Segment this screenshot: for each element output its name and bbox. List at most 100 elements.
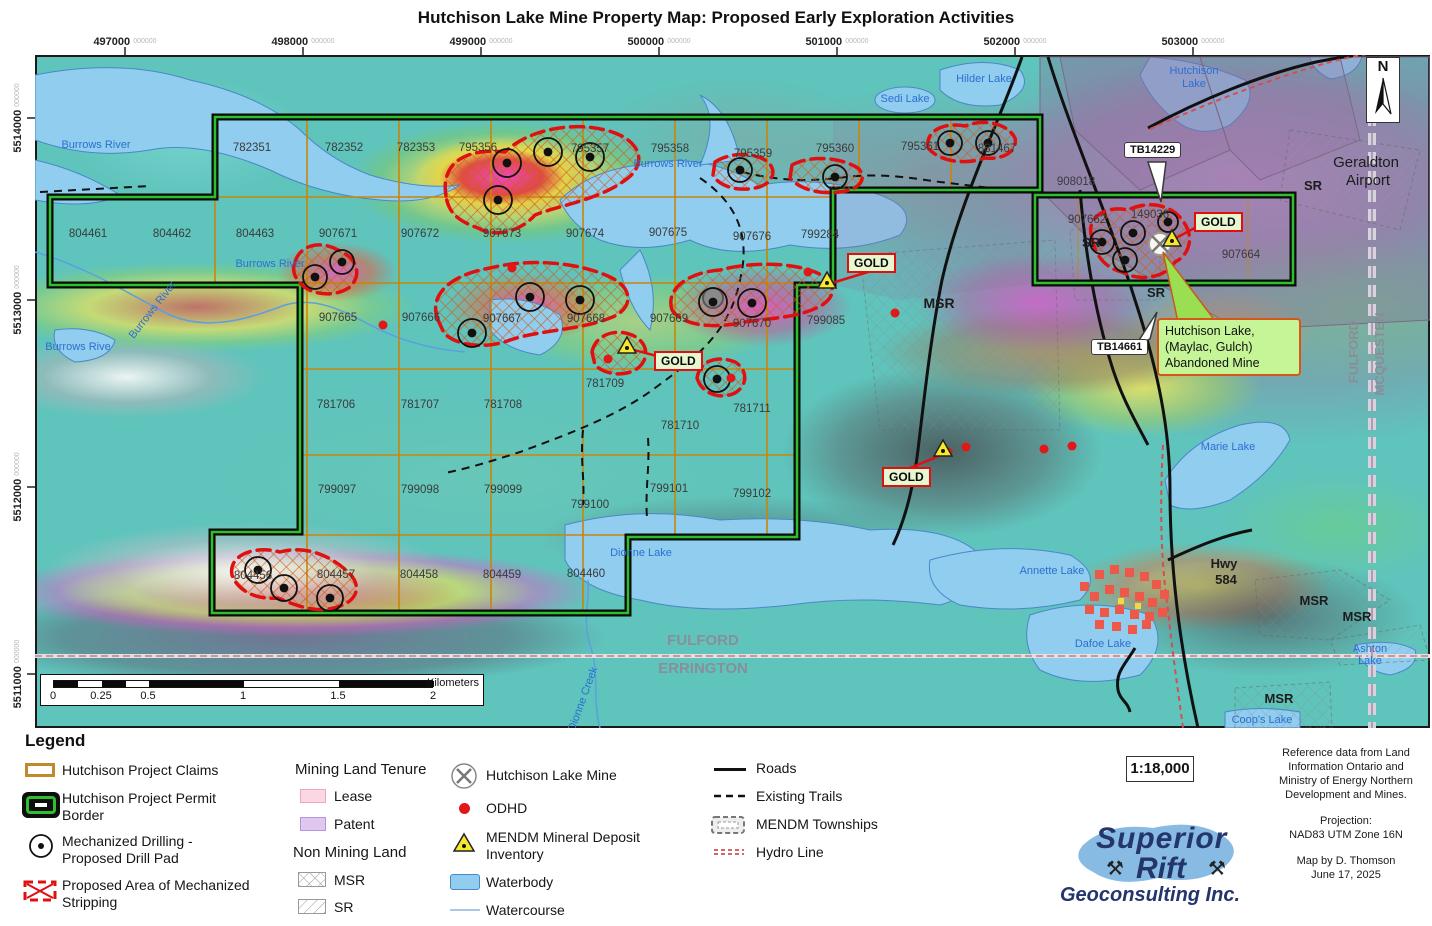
map-label: Dafoe Lake: [1075, 638, 1131, 650]
company-logo: Superior ⚒ Rift ⚒ Geoconsulting Inc.: [1058, 810, 1248, 910]
claim-number: 799101: [650, 483, 688, 495]
north-label: N: [1377, 58, 1389, 75]
top-axis-label: 500000 000000: [627, 36, 691, 48]
map-label: Hilder Lake: [956, 73, 1012, 85]
claim-number: 799284: [801, 229, 840, 241]
gold-label-3: GOLD: [882, 467, 931, 487]
claim-number: 907676: [733, 231, 771, 243]
claim-number: 804463: [236, 228, 274, 240]
claim-number: 907667: [483, 313, 521, 325]
claim-number: 907675: [649, 227, 687, 239]
legend-odhd-label: ODHD: [486, 800, 528, 816]
scale-bar-unit: Kilometers: [427, 677, 479, 689]
left-axis-label: 5514000 000000: [12, 83, 24, 153]
legend-mine-label: Hutchison Lake Mine: [486, 767, 617, 783]
claim-number: 795357: [571, 143, 609, 155]
credits-block: Reference data from Land Information Ont…: [1270, 746, 1422, 894]
top-axis-label: 503000 000000: [1161, 36, 1225, 48]
map-label: Coop's Lake: [1232, 714, 1293, 726]
claim-number: 907665: [319, 312, 357, 324]
scale-tick-label: 0: [49, 690, 57, 702]
legend-hydro-label: Hydro Line: [756, 844, 824, 860]
patent-swatch: [300, 817, 326, 831]
claim-number: 907672: [401, 228, 439, 240]
legend-tenure-header: Mining Land Tenure: [295, 761, 427, 778]
top-axis-label: 498000 000000: [271, 36, 335, 48]
claim-number: 907662: [1068, 214, 1106, 226]
mine-callout-line3: Abandoned Mine: [1165, 356, 1260, 370]
claims-swatch: [25, 763, 55, 777]
gold-label-2: GOLD: [654, 351, 703, 371]
map-label: Geraldton: [1333, 154, 1399, 171]
legend-msr-label: MSR: [334, 872, 366, 888]
claim-number: 781710: [661, 420, 699, 432]
scale-tick-label: 1: [239, 690, 247, 702]
map-label: FULFORD: [667, 632, 739, 649]
scale-tick-label: 1.5: [330, 690, 346, 702]
gold-label-1: GOLD: [847, 253, 896, 273]
claim-number: 799100: [571, 499, 609, 511]
legend-lease-label: Lease: [334, 788, 373, 804]
drill-pad-swatch: [29, 834, 53, 858]
map-label: Hwy: [1211, 556, 1239, 571]
map-label: Ashton: [1353, 643, 1387, 655]
watercourses: [35, 251, 601, 728]
existing-trails: [39, 171, 1036, 519]
map-label: SR: [1147, 285, 1166, 300]
claim-number: 782351: [233, 142, 271, 154]
map-label: MSR: [1300, 593, 1330, 608]
waterbody-swatch: [450, 874, 480, 890]
compass-needle-icon: [1375, 77, 1392, 115]
mine-callout-line2: (Maylac, Gulch): [1165, 340, 1253, 354]
map-label: Lake: [1358, 655, 1382, 667]
top-axis-label: 501000 000000: [805, 36, 869, 48]
roads-swatch: [714, 768, 746, 771]
legend-waterbody-label: Waterbody: [486, 874, 554, 890]
claim-number: 907669: [650, 313, 688, 325]
legend-drilling-label: Mechanized Drilling - Proposed Drill Pad: [62, 833, 193, 866]
map-label: Burrows River: [61, 139, 130, 151]
map-label: Dionne Creek: [566, 665, 600, 733]
map-label: Lake: [1182, 78, 1206, 90]
left-axis-label: 5513000 000000: [12, 265, 24, 335]
claim-number: 804456: [234, 570, 272, 582]
map-label: Burrows Rive: [45, 341, 110, 353]
claim-number: 795358: [651, 143, 689, 155]
pickaxe-icon: ⚒: [1208, 858, 1226, 880]
map-label: MSR: [1265, 691, 1295, 706]
scale-tick-label: 0.5: [140, 690, 156, 702]
legend-mendm-label: MENDM Mineral Deposit Inventory: [486, 829, 641, 862]
map-label: Airport: [1346, 172, 1391, 189]
hydro-swatch: [714, 849, 744, 855]
page-title: Hutchison Lake Mine Property Map: Propos…: [417, 8, 1015, 27]
legend-patent-label: Patent: [334, 816, 375, 832]
hydro-lines: [1149, 55, 1368, 728]
claim-number: 782353: [397, 142, 435, 154]
map-label: ERRINGTON: [658, 660, 748, 677]
callout-wedges: [1134, 161, 1218, 347]
legend-roads-label: Roads: [756, 760, 797, 776]
map-label: Burrows River: [235, 258, 304, 270]
legend-permit-label: Hutchison Project Permit Border: [62, 790, 217, 823]
mine-legend-icon: [451, 763, 477, 789]
reference-text: Reference data from Land Information Ont…: [1279, 747, 1413, 801]
map-label: MCQUESTEN: [1372, 312, 1387, 395]
top-axis-label: 502000 000000: [983, 36, 1047, 48]
claim-number: 795361: [901, 141, 939, 153]
claim-number: 782352: [325, 142, 363, 154]
legend-nonmining-header: Non Mining Land: [293, 844, 407, 861]
townships-swatch: [711, 816, 745, 834]
permit-swatch: [22, 792, 60, 818]
claim-number: 149036: [1131, 209, 1169, 221]
map-label: Dionne Lake: [610, 547, 672, 559]
drill-pads: [244, 130, 1179, 612]
claim-number: 804460: [567, 568, 605, 580]
claim-number: 799098: [401, 484, 439, 496]
claim-number: 781709: [586, 378, 624, 390]
top-axis-label: 499000 000000: [449, 36, 513, 48]
logo-word-superior: Superior: [1096, 822, 1228, 855]
legend-sr-label: SR: [334, 899, 354, 915]
claim-number: 804458: [400, 569, 438, 581]
legend-watercourse-label: Watercourse: [486, 902, 565, 918]
